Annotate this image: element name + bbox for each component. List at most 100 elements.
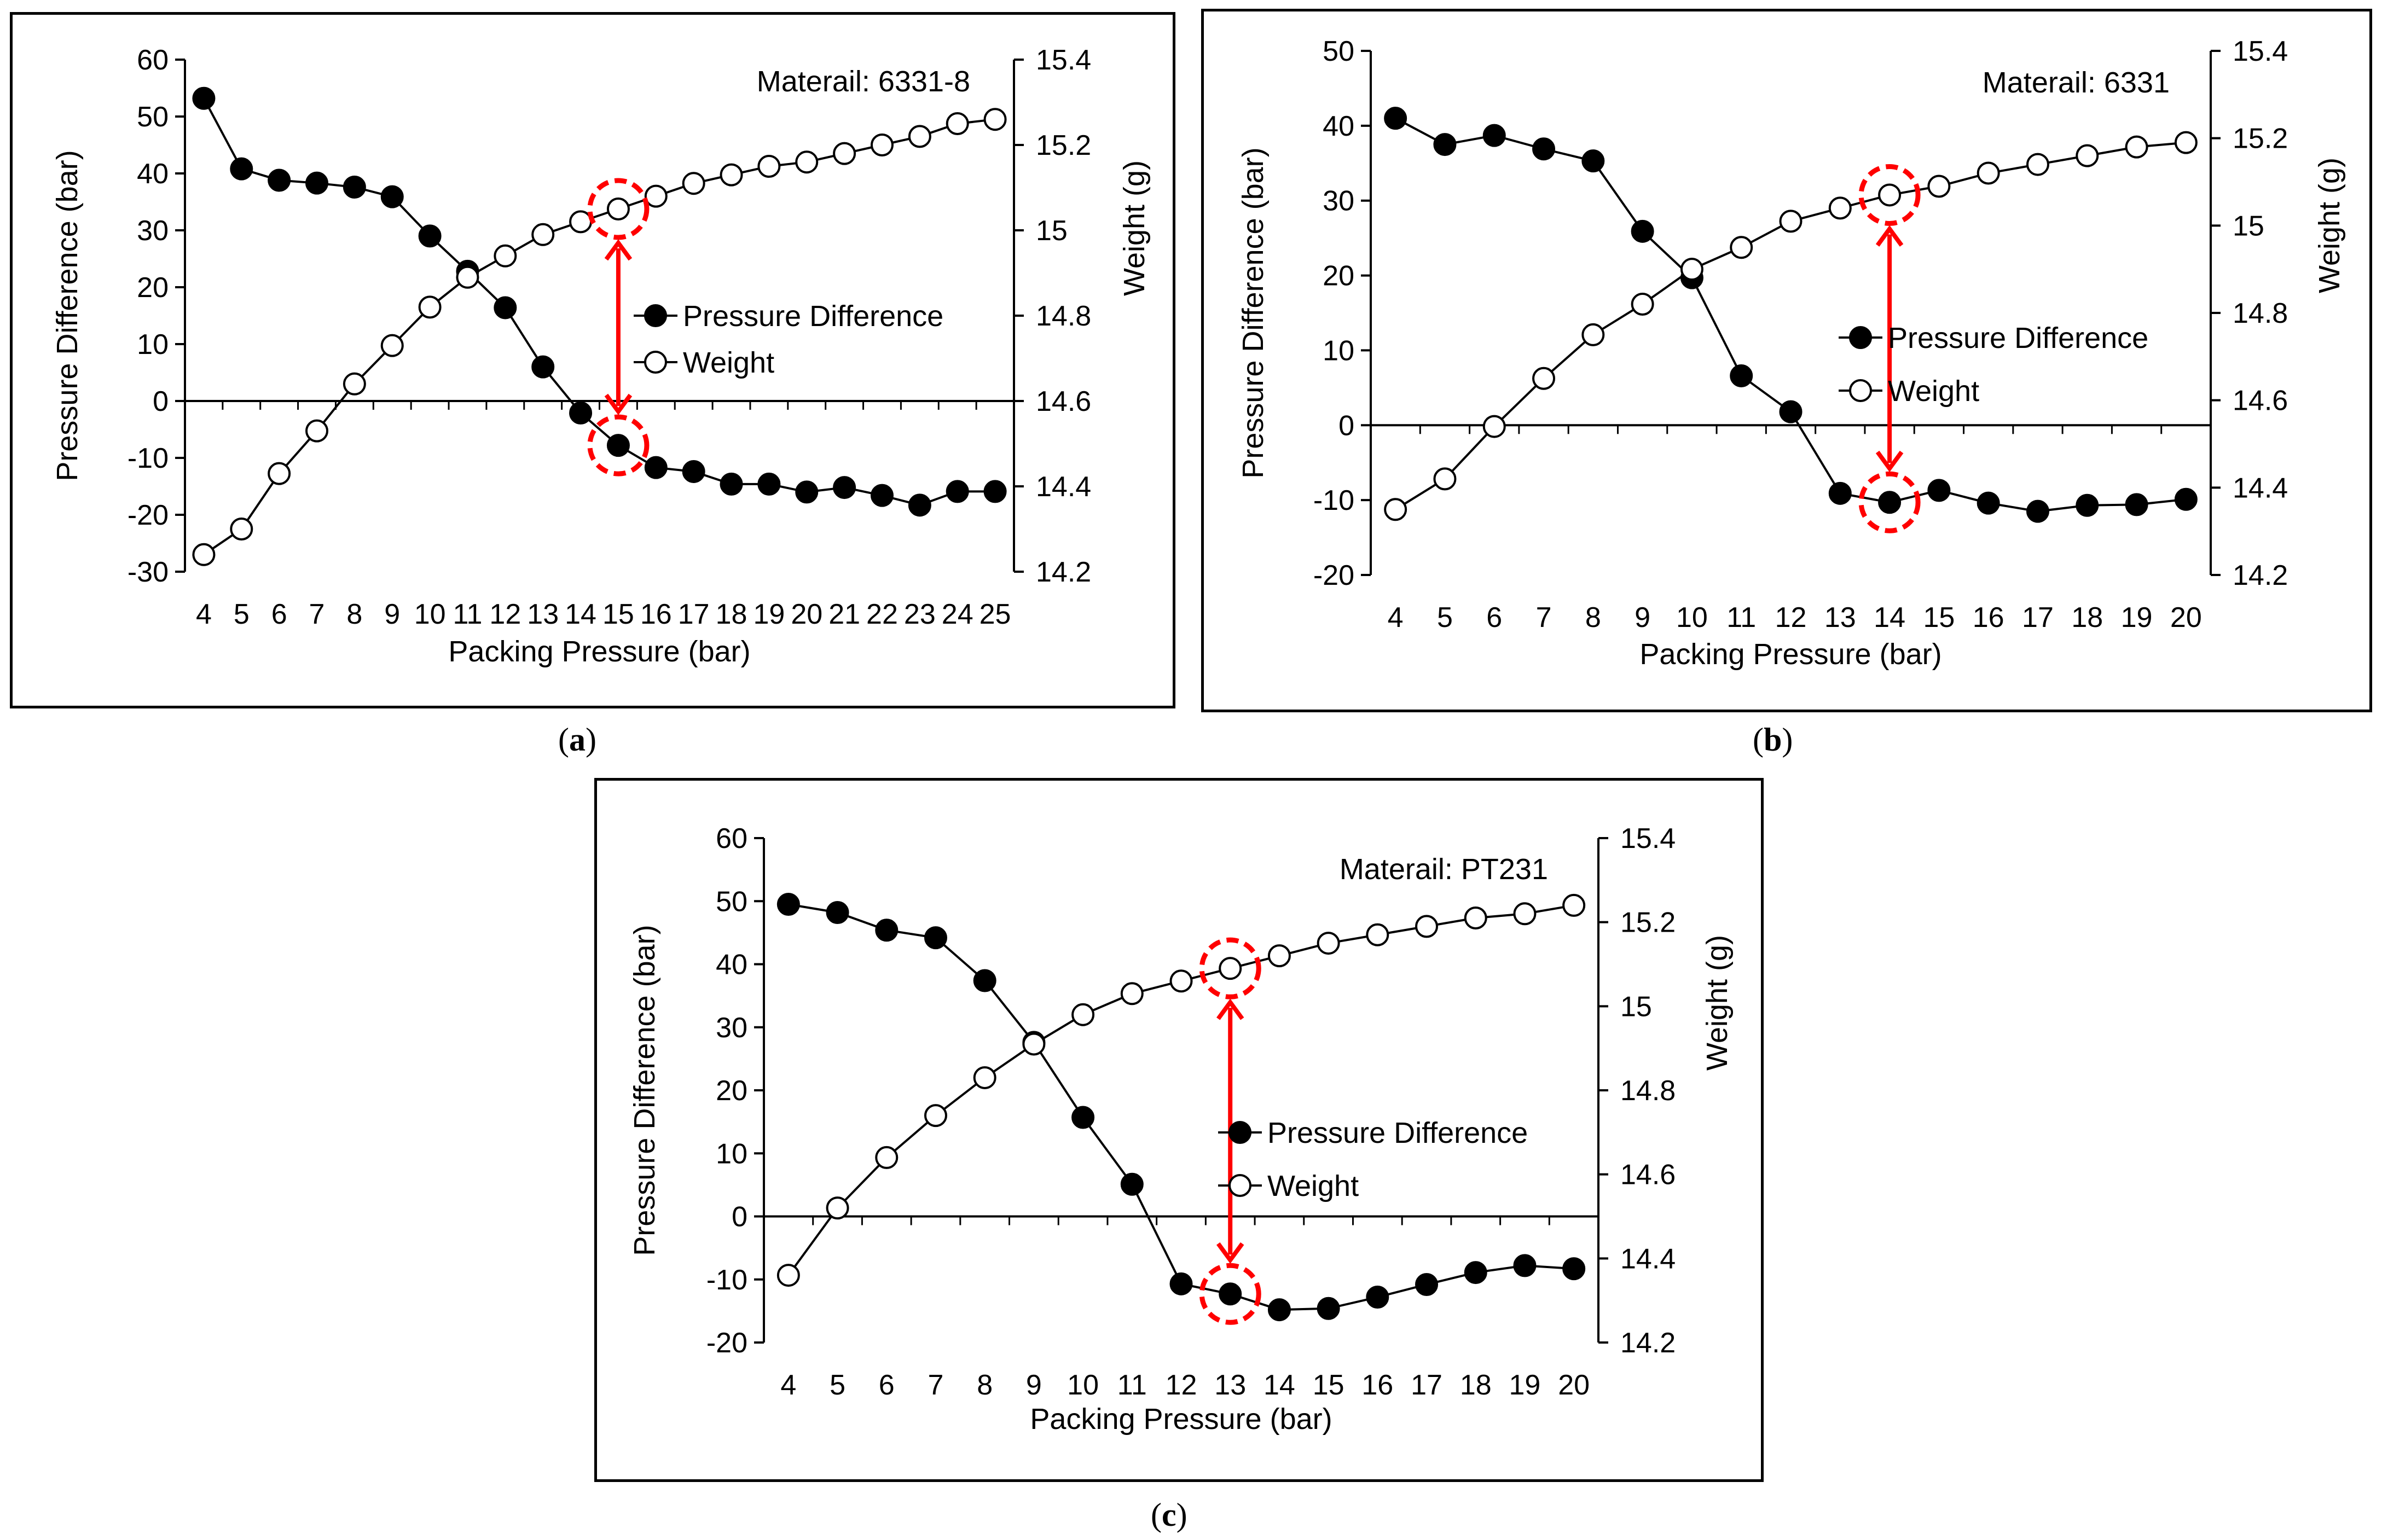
chart-a-weight-point	[983, 108, 1007, 131]
chart-c-pressure-difference-point	[1219, 1282, 1242, 1306]
chart-c-pressure-difference-point	[1267, 1298, 1291, 1322]
chart-a-pressure-difference-point	[192, 86, 216, 110]
chart-c-pressure-difference-point	[973, 969, 996, 992]
chart-a-weight-point	[757, 155, 781, 178]
chart-a-weight-point	[192, 543, 216, 566]
chart-c-y2-tick-label: 14.4	[1620, 1243, 1676, 1275]
chart-b-weight-point	[1927, 175, 1951, 198]
chart-a-x-tick-label: 4	[196, 598, 212, 630]
chart-c-x-tick-label: 14	[1264, 1369, 1295, 1401]
chart-a-x-tick-label: 20	[791, 598, 822, 630]
chart-c-y2-tick-label: 14.2	[1620, 1327, 1676, 1359]
chart-c-weight-point	[1562, 893, 1586, 917]
chart-c-y-tick-label: 0	[732, 1201, 747, 1233]
chart-a-weight-point	[380, 334, 404, 357]
chart-a-x-tick-label: 10	[414, 598, 446, 630]
chart-c-pressure-difference-point	[1071, 1106, 1095, 1129]
chart-a-pressure-difference-point	[230, 157, 253, 181]
chart-b-y-tick-label: 20	[1323, 260, 1354, 292]
chart-b-highlight-arrowhead-down	[1875, 450, 1904, 473]
chart-b-weight-point	[1433, 467, 1457, 491]
chart-b-svg: -20 -10 0 10 20 30 40 50 14.2 14.4 14.6 14.8 15 15.2 1…	[1237, 36, 2346, 671]
chart-b-x-tick-label: 17	[2022, 602, 2054, 634]
chart-b-pressure-difference-point	[2174, 487, 2198, 511]
chart-b-y2-tick-label: 15	[2233, 210, 2264, 242]
chart-a-pressure-difference-point	[946, 480, 969, 503]
chart-c-highlight-weight-circle	[1199, 937, 1261, 999]
chart-a-pressure-difference-point	[682, 460, 705, 483]
chart-c-weight-point	[875, 1146, 899, 1169]
caption-b: (b)	[1753, 722, 1793, 758]
chart-a-y2-tick-label: 15.4	[1036, 44, 1091, 76]
chart-c-weight-line	[787, 904, 1574, 1276]
chart-c-x-tick-label: 13	[1214, 1369, 1246, 1401]
chart-a-x-tick-label: 9	[384, 598, 400, 630]
chart-c-material-label: Materail: PT231	[1340, 853, 1548, 886]
chart-a-y-axis-title: Pressure Difference (bar)	[51, 150, 84, 481]
chart-b-legend-weight-label: Weight	[1888, 375, 1979, 408]
chart-b-weight-point	[2026, 153, 2049, 176]
chart-a-pressure-difference-point	[757, 472, 781, 496]
chart-a-y-tick-label: 0	[153, 386, 169, 417]
chart-a-y-tick-label: 20	[137, 272, 169, 304]
chart-b-pressure-difference-point	[1779, 400, 1803, 423]
chart-a-x-tick-label: 25	[980, 598, 1011, 630]
chart-c-y-tick-label: 60	[716, 823, 747, 855]
chart-c-weight-point	[776, 1264, 800, 1287]
chart-c-pressure-difference-point	[826, 900, 849, 924]
chart-b-pressure-difference-point	[1384, 107, 1407, 130]
chart-c-x-tick-label: 18	[1460, 1369, 1492, 1401]
chart-c-pressure-difference-point	[1169, 1272, 1193, 1295]
chart-c-pressure-difference-point	[1120, 1172, 1144, 1196]
chart-b-x-tick-label: 6	[1486, 602, 1502, 634]
chart-a-y2-tick-label: 14.6	[1036, 386, 1091, 417]
chart-c-pressure-difference-point	[1464, 1261, 1487, 1285]
chart-b-highlight-pressure-circle	[1858, 471, 1921, 533]
chart-a-x-tick-label: 6	[271, 598, 287, 630]
chart-c-weight-point	[1267, 944, 1291, 968]
chart-b-x-tick-label: 15	[1923, 602, 1955, 634]
chart-a-weight-point	[833, 142, 856, 165]
chart-c-x-tick-label: 20	[1558, 1369, 1590, 1401]
chart-a-x-tick-label: 5	[234, 598, 250, 630]
chart-a-pressure-difference-point	[720, 472, 743, 496]
chart-a-svg: -30 -20 -10 0 10 20 30 40 50 60 14.2 14.4 14.6 14.8 15…	[51, 44, 1151, 668]
chart-a-legend-pressure-difference-label: Pressure Difference	[683, 300, 943, 333]
chart-b-y2-tick-label: 15.4	[2233, 36, 2288, 67]
chart-a-weight-point	[305, 419, 329, 443]
chart-b-weight-point	[1779, 210, 1803, 233]
chart-c-svg: -20 -10 0 10 20 30 40 50 60 14.2 14.4 14.6 14.8 15 15.…	[628, 823, 1734, 1436]
chart-a-x-tick-label: 16	[640, 598, 672, 630]
chart-a-x-tick-label: 18	[716, 598, 747, 630]
chart-c-y-tick-label: 50	[716, 886, 747, 917]
chart-a-x-tick-label: 14	[565, 598, 596, 630]
chart-b-x-tick-label: 11	[1726, 602, 1756, 634]
chart-c-x-tick-label: 12	[1166, 1369, 1197, 1401]
chart-b-weight-point	[1828, 196, 1852, 220]
chart-a-x-tick-label: 11	[453, 598, 482, 630]
chart-b-pressure-difference-point	[1878, 491, 1902, 514]
chart-c-weight-point	[1366, 923, 1389, 946]
chart-b-weight-point	[1482, 415, 1506, 438]
chart-a-pressure-difference-line	[202, 97, 995, 507]
chart-b-weight-point	[1581, 323, 1605, 346]
chart-a-y2-tick-label: 15.2	[1036, 130, 1091, 161]
chart-a-highlight-pressure-circle	[587, 414, 650, 476]
caption-a: (a)	[558, 722, 596, 758]
chart-a-x-tick-label: 12	[489, 598, 521, 630]
chart-b-x-tick-label: 19	[2121, 602, 2153, 634]
chart-c-x-axis-title: Packing Pressure (bar)	[1030, 1403, 1332, 1436]
chart-b-y2-tick-label: 14.8	[2233, 298, 2288, 329]
chart-c-x-tick-label: 4	[780, 1369, 796, 1401]
chart-b-x-tick-label: 5	[1437, 602, 1453, 634]
chart-b-weight-point	[2076, 144, 2099, 167]
chart-b-pressure-difference-point	[1828, 481, 1852, 505]
chart-c-pressure-difference-point	[1317, 1297, 1340, 1320]
chart-b-pressure-difference-point	[1532, 137, 1556, 161]
chart-panel-a: -30 -20 -10 0 10 20 30 40 50 60 14.2 14.4 14.6 14.8 15…	[10, 12, 1175, 708]
chart-a-x-tick-label: 19	[753, 598, 785, 630]
chart-c-weight-point	[1169, 969, 1193, 993]
chart-b-pressure-difference-point	[1977, 491, 2000, 515]
chart-c-weight-point	[1464, 906, 1487, 929]
chart-b-y-tick-label: 10	[1323, 335, 1354, 367]
